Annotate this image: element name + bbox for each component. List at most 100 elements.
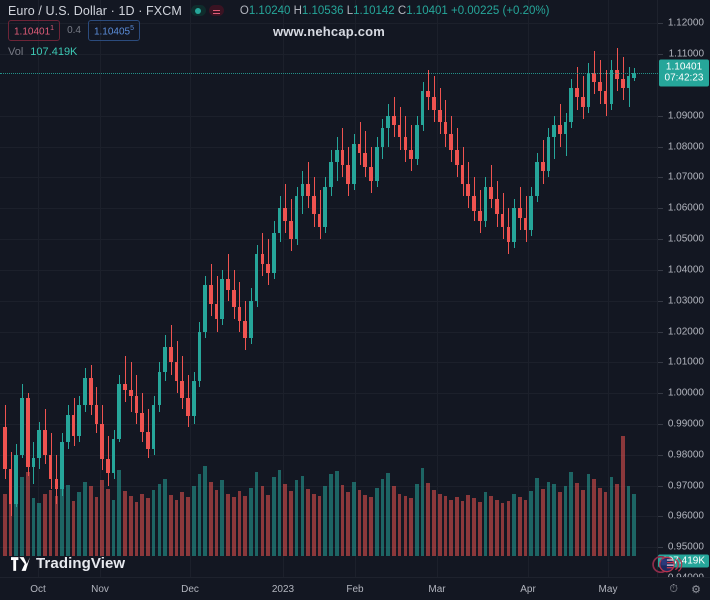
price-tick — [658, 239, 663, 241]
volume-bar — [271, 476, 276, 556]
price-tick — [658, 300, 663, 302]
candle-body — [14, 454, 19, 505]
candle-body — [289, 220, 293, 240]
volume-bar — [312, 493, 316, 556]
price-tick — [658, 23, 663, 25]
volume-bar — [432, 490, 436, 556]
price-tick — [658, 54, 663, 56]
candle-body — [357, 143, 362, 153]
volume-bar — [472, 498, 476, 556]
time-tick-label: Mar — [428, 584, 446, 595]
volume-bar — [14, 482, 19, 556]
volume-bar — [94, 497, 99, 556]
price-tick — [658, 516, 663, 518]
candle-body — [352, 143, 356, 184]
price-tick — [658, 115, 663, 117]
candle-body — [397, 125, 402, 138]
gridline — [0, 423, 658, 425]
candle-wick — [428, 69, 429, 110]
candle-body — [380, 128, 385, 147]
candle-body — [25, 397, 30, 468]
candle-body — [48, 454, 53, 480]
time-tick-label: Nov — [91, 584, 109, 595]
candle-body — [317, 214, 322, 227]
volume-bar — [580, 490, 585, 556]
price-tick-label: 1.02000 — [667, 326, 704, 337]
candle-body — [374, 146, 379, 181]
us-flag-alert-icon[interactable] — [649, 556, 683, 573]
candle-body — [249, 300, 253, 338]
candle-body — [523, 217, 528, 230]
candle-wick — [217, 276, 218, 332]
volume-bar — [346, 492, 350, 556]
volume-bar — [283, 484, 288, 556]
time-tick-label: Dec — [181, 584, 199, 595]
chart-plot-area[interactable] — [0, 0, 658, 578]
volume-bar — [540, 488, 545, 556]
price-tick — [658, 331, 663, 333]
gridline — [0, 393, 658, 395]
candle-body — [146, 431, 150, 449]
volume-bar — [65, 485, 70, 556]
volume-bar — [237, 491, 242, 556]
gridline — [0, 208, 658, 210]
price-tick — [658, 547, 663, 549]
price-tick-label: 1.12000 — [667, 17, 704, 29]
candle-body — [529, 195, 534, 230]
gridline — [0, 54, 658, 56]
gear-icon[interactable]: ⚙ — [691, 584, 701, 596]
candle-body — [506, 226, 511, 243]
volume-bar — [151, 490, 156, 556]
volume-bar — [460, 500, 465, 556]
volume-bar — [517, 497, 522, 556]
candle-wick — [411, 125, 412, 172]
candle-body — [3, 427, 7, 469]
volume-bar — [100, 480, 104, 556]
price-tick-label: 0.96000 — [667, 510, 704, 522]
volume-bar — [380, 479, 385, 556]
volume-bar — [266, 494, 270, 556]
volume-bar — [300, 475, 305, 556]
volume-bar — [620, 436, 625, 556]
candle-body — [632, 72, 637, 78]
candle-body — [83, 377, 87, 406]
volume-bar — [163, 479, 167, 556]
candle-body — [472, 195, 476, 212]
candle-body — [220, 279, 225, 320]
volume-bar — [374, 487, 379, 556]
candle-body — [558, 125, 562, 135]
candle-body — [134, 396, 139, 414]
candle-wick — [125, 356, 126, 403]
candle-body — [209, 285, 213, 304]
gridline — [100, 0, 101, 578]
volume-bar — [117, 469, 122, 556]
candle-body — [489, 186, 494, 199]
time-axis[interactable]: ⏱ ⚙ Oct Nov Dec 2023 Feb Mar Apr May — [0, 577, 710, 600]
gridline — [437, 0, 438, 578]
volume-bar — [495, 499, 499, 556]
candle-body — [180, 380, 185, 398]
clock-icon[interactable]: ⏱ — [669, 583, 678, 595]
candle-body — [71, 414, 76, 437]
volume-bar — [220, 480, 225, 556]
current-price-line — [0, 72, 658, 74]
gridline — [0, 485, 658, 487]
candle-body — [432, 97, 436, 110]
candle-body — [449, 134, 453, 150]
candle-body — [512, 208, 516, 243]
price-tick-label: 1.03000 — [667, 295, 704, 307]
volume-bar — [535, 478, 539, 556]
volume-bar — [60, 487, 64, 556]
price-axis[interactable]: 1.12000 1.11000 1.09000 1.08000 1.07000 1.060… — [657, 0, 710, 584]
price-tick-label: 1.01000 — [667, 356, 704, 368]
volume-bar — [260, 486, 265, 556]
current-price-badge[interactable]: 1.10401 07:42:23 — [659, 59, 709, 87]
volume-bar — [197, 474, 202, 556]
volume-bar — [111, 499, 116, 556]
tradingview-branding: TradingView — [11, 555, 125, 572]
current-price-value: 1.10401 — [665, 61, 703, 73]
volume-bar — [506, 500, 511, 556]
time-tick-label: Feb — [346, 584, 364, 595]
candle-body — [615, 69, 619, 79]
candle-body — [88, 377, 93, 406]
